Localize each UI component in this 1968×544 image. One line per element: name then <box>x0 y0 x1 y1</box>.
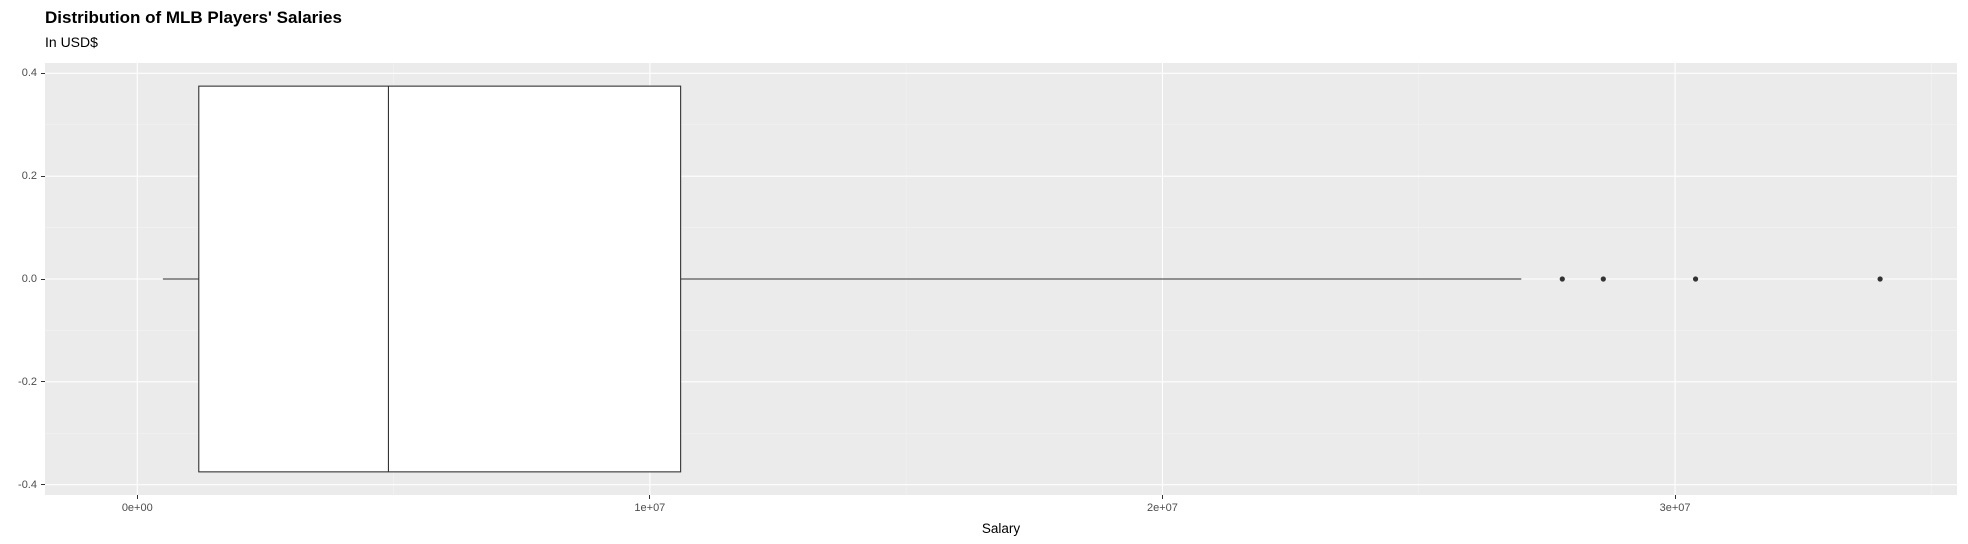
x-tick-mark <box>649 495 650 499</box>
outlier-point <box>1693 276 1698 281</box>
y-tick-label: -0.4 <box>18 479 37 491</box>
y-tick-mark <box>41 484 45 485</box>
x-tick-label: 2e+07 <box>1147 502 1178 514</box>
x-tick-mark <box>1675 495 1676 499</box>
outlier-point <box>1560 276 1565 281</box>
x-tick-mark <box>1162 495 1163 499</box>
y-tick-label: 0.2 <box>22 170 37 182</box>
plot-panel <box>45 63 1957 495</box>
box <box>199 86 681 472</box>
chart-title: Distribution of MLB Players' Salaries <box>45 8 342 28</box>
boxplot-chart: Distribution of MLB Players' Salaries In… <box>0 0 1968 544</box>
chart-subtitle: In USD$ <box>45 34 98 50</box>
y-tick-label: 0.4 <box>22 67 37 79</box>
x-tick-label: 3e+07 <box>1660 502 1691 514</box>
x-axis-title: Salary <box>982 521 1020 536</box>
x-tick-label: 0e+00 <box>122 502 153 514</box>
y-tick-mark <box>41 73 45 74</box>
y-tick-label: -0.2 <box>18 376 37 388</box>
outlier-point <box>1601 276 1606 281</box>
x-tick-mark <box>137 495 138 499</box>
y-tick-mark <box>41 176 45 177</box>
outlier-point <box>1878 276 1883 281</box>
y-tick-mark <box>41 381 45 382</box>
y-tick-mark <box>41 279 45 280</box>
x-tick-label: 1e+07 <box>634 502 665 514</box>
y-tick-label: 0.0 <box>22 273 37 285</box>
